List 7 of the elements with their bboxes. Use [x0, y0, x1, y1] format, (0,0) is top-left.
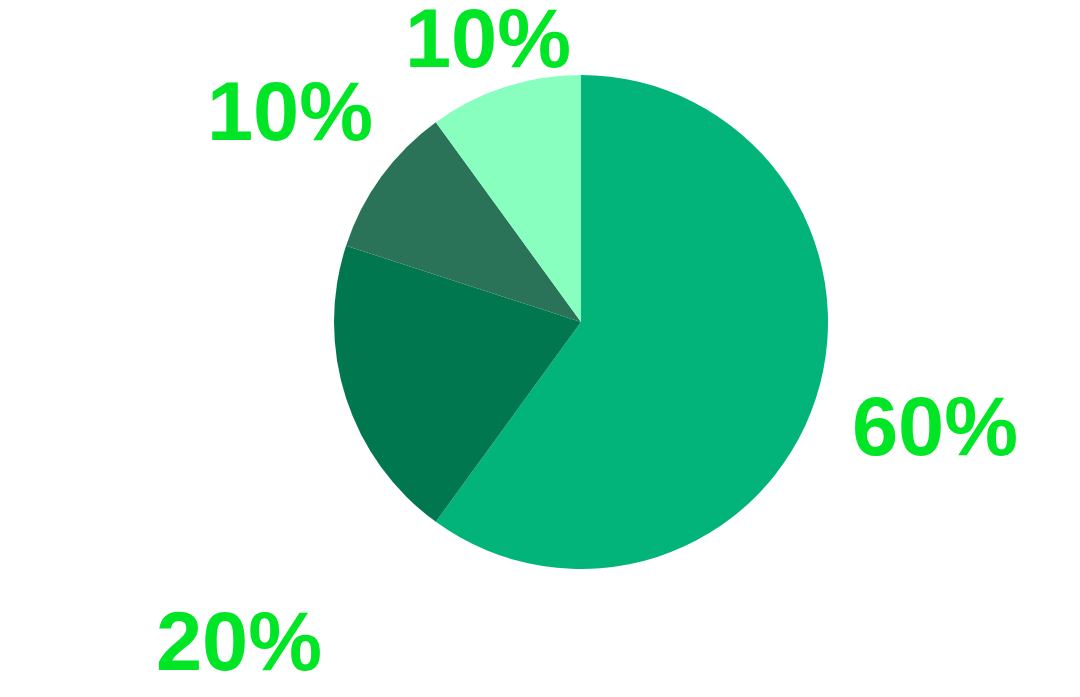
data-label: 10% — [206, 65, 374, 158]
pie-slice — [435, 75, 828, 569]
data-label: 10% — [404, 0, 572, 85]
data-label: 20% — [155, 595, 323, 688]
pie-slice — [334, 245, 581, 522]
pie-slice — [435, 75, 581, 322]
data-label: 60% — [851, 380, 1019, 473]
